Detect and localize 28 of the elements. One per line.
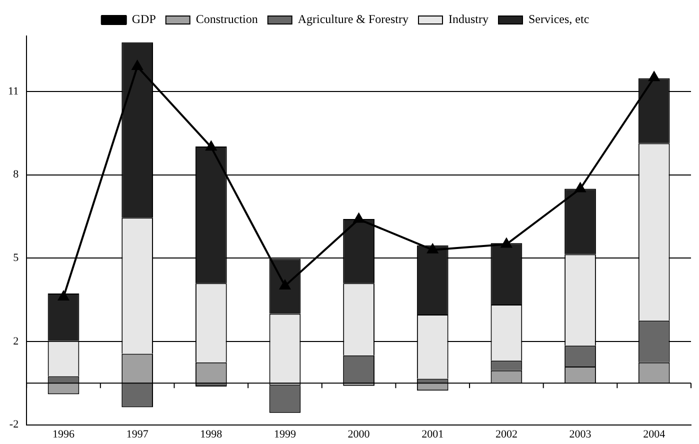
legend-label: Construction xyxy=(196,12,258,26)
x-tick-label: 1998 xyxy=(200,428,223,440)
point xyxy=(574,182,586,192)
x-tick-label: 1999 xyxy=(274,428,296,440)
legend-label: Agriculture & Forestry xyxy=(298,12,409,26)
point xyxy=(427,244,438,254)
y-tick-label: 8 xyxy=(13,168,20,181)
legend-label: Industry xyxy=(448,12,489,26)
x-tick-label: 2003 xyxy=(569,428,592,440)
point xyxy=(501,238,512,248)
x-tick-label: 2001 xyxy=(422,428,444,440)
x-tick-label: 2000 xyxy=(348,428,370,440)
legend-label: GDP xyxy=(132,12,156,26)
x-tick-label: 1997 xyxy=(126,428,149,440)
x-tick-label: 2002 xyxy=(495,428,518,440)
point xyxy=(132,60,143,70)
point xyxy=(280,280,290,290)
x-tick-label: 2004 xyxy=(643,428,666,440)
legend-label: Services, etc xyxy=(528,12,590,26)
y-tick-label: 5 xyxy=(13,252,20,264)
y-tick-label: 11 xyxy=(8,85,19,98)
point xyxy=(353,213,364,223)
x-tick-label: 1996 xyxy=(52,428,76,440)
y-tick-label: -2 xyxy=(9,418,19,431)
point xyxy=(58,291,69,301)
point xyxy=(206,141,216,151)
point xyxy=(648,72,660,82)
y-tick-label: 2 xyxy=(13,335,19,348)
